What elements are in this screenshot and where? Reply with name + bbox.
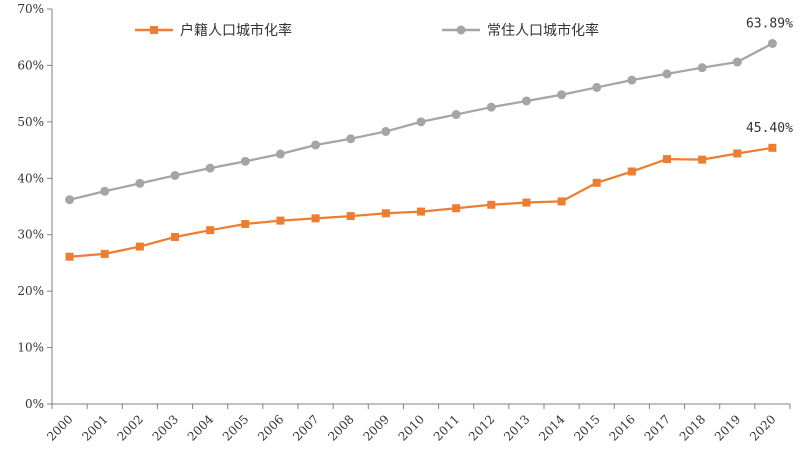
data-point-series-0 [522,198,531,207]
data-point-series-0 [733,149,742,158]
data-point-series-1 [240,156,250,166]
x-tick-label: 2000 [44,412,75,443]
x-tick-label: 2014 [536,412,568,444]
data-point-series-0 [311,214,320,223]
data-point-series-0 [452,204,461,213]
data-point-series-1 [275,149,285,159]
x-tick-label: 2007 [290,412,321,443]
data-label-series-1: 63.89% [746,16,793,31]
x-tick-label: 2018 [677,412,708,443]
y-tick-label: 10% [17,341,44,355]
y-axis: 0% 10% 20% 30% 40% 50% 60% 70% [17,2,53,411]
legend-marker-series-1 [456,25,466,35]
data-point-series-0 [276,216,285,225]
x-tick-label: 2015 [571,412,602,443]
x-tick-label: 2009 [360,412,391,443]
data-point-series-1 [732,57,742,67]
x-tick-label: 2003 [150,412,181,443]
series-layer [65,38,777,261]
data-point-series-1 [346,134,356,144]
data-label-series-0: 45.40% [746,121,793,136]
y-tick-label: 30% [17,228,44,242]
data-point-series-1 [627,75,637,85]
x-tick-label: 2019 [712,412,743,443]
x-tick-label: 2020 [747,412,778,443]
legend-marker-series-0 [150,26,158,34]
data-point-series-1 [381,126,391,136]
data-point-series-1 [65,195,75,205]
y-tick-label: 60% [17,58,44,72]
data-point-series-0 [171,232,179,241]
x-tick-label: 2013 [501,412,532,443]
x-tick-label: 2001 [79,412,110,443]
data-point-series-0 [346,212,355,221]
data-point-series-1 [521,96,531,106]
y-tick-label: 50% [17,115,44,129]
x-tick-label: 2006 [255,412,286,443]
data-point-series-1 [135,178,145,188]
data-point-series-0 [65,252,74,261]
x-tick-label: 2012 [466,412,497,443]
legend-label-series-0: 户籍人口城市化率 [180,22,292,39]
data-point-series-1 [311,140,321,150]
data-point-series-0 [663,155,671,164]
data-point-series-1 [416,117,426,127]
data-point-series-1 [486,102,496,112]
data-point-series-1 [557,90,567,100]
data-point-series-1 [767,38,777,48]
data-point-series-0 [592,178,601,187]
x-tick-label: 2008 [325,412,356,443]
data-point-series-0 [487,200,496,209]
data-point-series-0 [698,155,707,164]
data-point-series-1 [170,170,180,180]
data-point-series-1 [662,69,672,79]
x-tick-label: 2004 [185,412,217,444]
data-point-series-0 [627,167,636,176]
data-point-series-0 [100,249,109,258]
y-tick-label: 70% [17,2,44,16]
legend-item-series-1: 常住人口城市化率 [442,22,599,39]
data-point-series-1 [697,63,707,73]
x-axis: 2000 2001 2002 2003 2004 2005 2006 2007 2008 2009… [44,403,791,444]
x-tick-label: 2016 [606,412,637,443]
data-point-series-1 [592,82,602,92]
y-tick-label: 20% [17,284,44,298]
data-point-series-0 [135,242,144,251]
y-tick-label: 0% [25,397,44,411]
data-point-series-0 [768,143,777,152]
data-point-series-0 [417,207,425,216]
x-tick-label: 2011 [431,412,462,443]
data-point-series-0 [557,197,566,206]
data-point-series-1 [100,186,110,196]
legend-label-series-1: 常住人口城市化率 [487,22,599,39]
legend-item-series-0: 户籍人口城市化率 [135,22,292,39]
x-tick-label: 2017 [642,412,673,443]
legend: 户籍人口城市化率 常住人口城市化率 [135,22,599,39]
data-point-series-0 [241,219,250,228]
x-tick-label: 2010 [396,412,427,443]
data-point-series-1 [205,163,215,173]
x-tick-label: 2002 [114,412,145,443]
y-tick-label: 40% [17,171,44,185]
x-tick-label: 2005 [220,412,251,443]
data-point-series-0 [206,226,215,235]
data-point-series-0 [381,209,390,218]
data-point-series-1 [451,110,461,120]
data-labels: 45.40% 63.89% [746,16,793,135]
